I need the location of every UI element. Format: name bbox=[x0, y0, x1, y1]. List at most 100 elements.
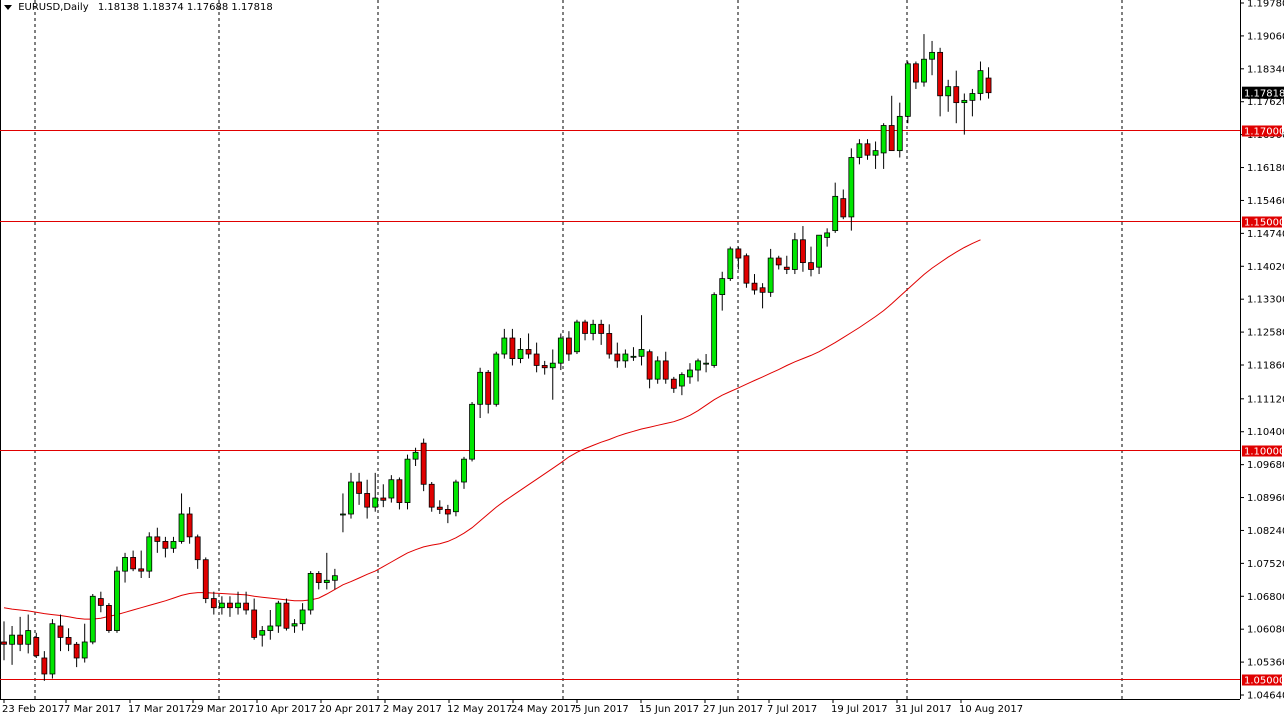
candle-body[interactable] bbox=[630, 355, 637, 358]
candle-body[interactable] bbox=[501, 337, 508, 355]
candle-body[interactable] bbox=[178, 513, 185, 542]
candle-body[interactable] bbox=[896, 115, 903, 152]
candle-body[interactable] bbox=[775, 257, 782, 266]
candle-body[interactable] bbox=[453, 481, 459, 513]
candle-body[interactable] bbox=[323, 579, 330, 583]
candle-body[interactable] bbox=[138, 568, 145, 572]
candle-body[interactable] bbox=[235, 602, 241, 609]
candle-body[interactable] bbox=[356, 481, 362, 494]
candle-body[interactable] bbox=[444, 509, 451, 515]
candle-body[interactable] bbox=[549, 362, 556, 369]
candle-body[interactable] bbox=[541, 365, 548, 369]
candle-body[interactable] bbox=[154, 536, 161, 542]
candle-body[interactable] bbox=[65, 637, 72, 645]
candle-body[interactable] bbox=[388, 479, 395, 499]
candle-body[interactable] bbox=[517, 349, 524, 359]
candle-body[interactable] bbox=[331, 575, 338, 581]
candle-body[interactable] bbox=[509, 337, 516, 359]
candle-body[interactable] bbox=[557, 337, 564, 364]
candle-body[interactable] bbox=[9, 634, 15, 645]
candle-body[interactable] bbox=[638, 349, 645, 357]
candle-body[interactable] bbox=[97, 598, 104, 606]
candle-body[interactable] bbox=[808, 262, 814, 270]
candle-body[interactable] bbox=[202, 559, 209, 599]
candle-body[interactable] bbox=[130, 557, 137, 570]
candle-body[interactable] bbox=[574, 321, 580, 353]
candle-body[interactable] bbox=[186, 513, 193, 538]
candle-body[interactable] bbox=[493, 353, 500, 405]
candle-body[interactable] bbox=[880, 125, 887, 154]
candle-body[interactable] bbox=[194, 536, 201, 561]
candle-body[interactable] bbox=[816, 234, 822, 268]
candle-body[interactable] bbox=[114, 570, 120, 631]
candle-body[interactable] bbox=[372, 497, 379, 508]
candle-body[interactable] bbox=[888, 125, 895, 152]
candle-body[interactable] bbox=[106, 605, 112, 631]
candle-body[interactable] bbox=[364, 493, 371, 508]
candle-body[interactable] bbox=[283, 602, 290, 629]
candle-body[interactable] bbox=[590, 323, 597, 334]
candle-body[interactable] bbox=[170, 541, 177, 549]
candle-body[interactable] bbox=[719, 278, 726, 296]
candle-body[interactable] bbox=[469, 403, 475, 460]
candle-body[interactable] bbox=[525, 349, 532, 355]
candle-body[interactable] bbox=[759, 287, 766, 293]
candle-body[interactable] bbox=[89, 595, 96, 643]
candle-body[interactable] bbox=[73, 643, 80, 659]
candle-body[interactable] bbox=[420, 442, 427, 485]
candle-body[interactable] bbox=[985, 77, 992, 94]
candle-body[interactable] bbox=[49, 623, 56, 675]
candle-body[interactable] bbox=[461, 458, 467, 483]
candle-body[interactable] bbox=[436, 506, 443, 510]
candle-body[interactable] bbox=[662, 360, 669, 380]
candle-body[interactable] bbox=[17, 634, 24, 645]
candle-body[interactable] bbox=[969, 93, 976, 101]
candle-body[interactable] bbox=[477, 371, 484, 405]
candle-body[interactable] bbox=[791, 239, 798, 270]
candle-body[interactable] bbox=[291, 623, 298, 627]
candle-body[interactable] bbox=[937, 51, 944, 97]
candle-body[interactable] bbox=[670, 378, 677, 389]
candle-body[interactable] bbox=[243, 602, 250, 611]
candle-body[interactable] bbox=[864, 143, 871, 156]
candle-body[interactable] bbox=[727, 248, 734, 280]
candle-body[interactable] bbox=[259, 630, 266, 636]
candle-body[interactable] bbox=[654, 360, 661, 380]
dropdown-triangle-icon[interactable] bbox=[4, 4, 12, 10]
candle-body[interactable] bbox=[396, 479, 403, 503]
candle-body[interactable] bbox=[800, 239, 806, 264]
candle-body[interactable] bbox=[348, 481, 354, 515]
candle-body[interactable] bbox=[735, 248, 742, 259]
candle-body[interactable] bbox=[767, 257, 774, 293]
candle-body[interactable] bbox=[904, 63, 911, 117]
candle-body[interactable] bbox=[307, 573, 314, 611]
candle-body[interactable] bbox=[25, 630, 32, 645]
candle-body[interactable] bbox=[380, 497, 387, 501]
candle-body[interactable] bbox=[921, 58, 927, 83]
candle-body[interactable] bbox=[582, 321, 588, 334]
candle-body[interactable] bbox=[703, 362, 709, 365]
candle-body[interactable] bbox=[227, 602, 233, 609]
candle-body[interactable] bbox=[404, 458, 411, 503]
candle-body[interactable] bbox=[848, 157, 855, 218]
candle-body[interactable] bbox=[751, 282, 758, 291]
candle-body[interactable] bbox=[251, 609, 258, 638]
candle-body[interactable] bbox=[622, 353, 629, 362]
candle-body[interactable] bbox=[428, 483, 435, 508]
candle-body[interactable] bbox=[41, 657, 48, 675]
candle-body[interactable] bbox=[678, 374, 685, 387]
candle-body[interactable] bbox=[614, 353, 621, 362]
candle-body[interactable] bbox=[315, 573, 322, 583]
candle-body[interactable] bbox=[210, 598, 217, 609]
candle-body[interactable] bbox=[953, 86, 960, 104]
candle-body[interactable] bbox=[1, 641, 7, 645]
candle-body[interactable] bbox=[945, 86, 952, 97]
candle-body[interactable] bbox=[340, 513, 346, 516]
candle-body[interactable] bbox=[218, 602, 225, 609]
candle-body[interactable] bbox=[913, 63, 919, 83]
candle-body[interactable] bbox=[33, 637, 40, 657]
candle-body[interactable] bbox=[146, 536, 153, 572]
candle-body[interactable] bbox=[275, 602, 282, 627]
candle-body[interactable] bbox=[412, 451, 419, 460]
